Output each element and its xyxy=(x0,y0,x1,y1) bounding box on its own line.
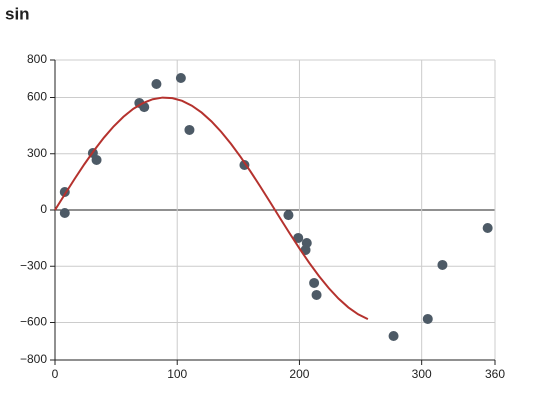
point xyxy=(151,79,162,89)
line xyxy=(54,96,369,321)
point xyxy=(293,232,304,243)
x-tick-label: 0 xyxy=(52,367,59,381)
y-tick-label: 0 xyxy=(40,202,47,216)
x-tick-label: 100 xyxy=(167,367,187,381)
point xyxy=(311,289,322,300)
point xyxy=(437,259,448,270)
x-tick-label: 300 xyxy=(412,367,432,381)
x-tick-label: 360 xyxy=(485,367,505,381)
point xyxy=(59,208,70,218)
chart-title: sin xyxy=(5,4,30,23)
point xyxy=(283,210,294,221)
point xyxy=(175,73,186,83)
point xyxy=(184,124,195,135)
point xyxy=(482,223,493,233)
point xyxy=(309,277,320,288)
point xyxy=(301,238,312,248)
y-tick-label: −600 xyxy=(20,315,47,329)
y-tick-label: 800 xyxy=(27,52,47,66)
y-tick-label: −800 xyxy=(20,352,47,366)
point xyxy=(91,154,102,165)
y-tick-label: 600 xyxy=(27,90,47,104)
y-tick-label: 300 xyxy=(27,146,47,160)
point xyxy=(388,331,399,341)
x-tick-label: 200 xyxy=(289,367,309,381)
point xyxy=(422,313,433,324)
y-tick-label: −300 xyxy=(20,258,47,272)
